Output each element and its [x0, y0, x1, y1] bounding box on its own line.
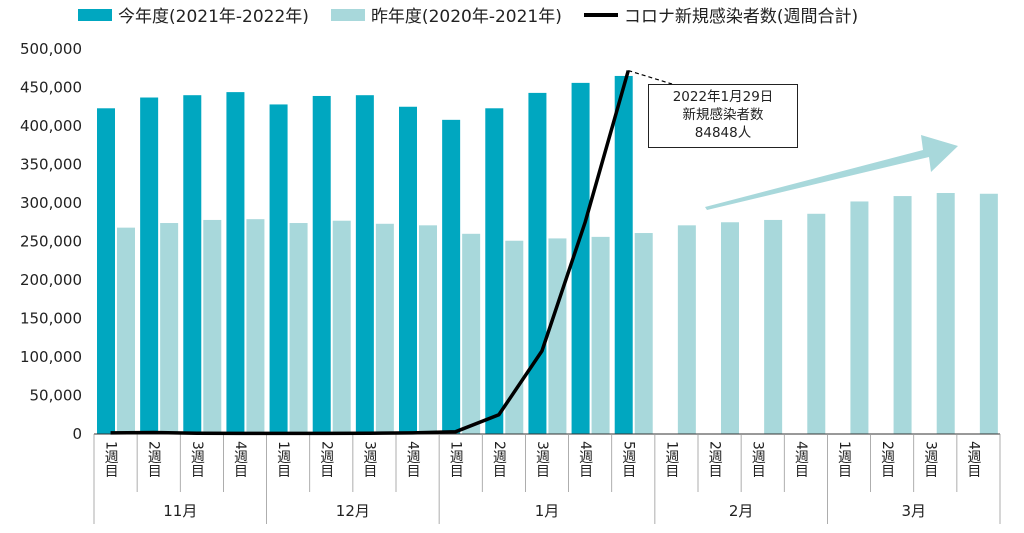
- x-tick-label: 2週目: [491, 441, 507, 478]
- month-label: 1月: [535, 502, 560, 520]
- bar-previous: [936, 192, 955, 434]
- y-tick-label: 50,000: [30, 387, 83, 405]
- bar-previous: [764, 219, 783, 434]
- x-tick-label: 3週目: [922, 441, 938, 478]
- y-tick-label: 500,000: [20, 40, 82, 58]
- x-tick-label: 2週目: [707, 441, 723, 478]
- bar-previous: [246, 219, 265, 434]
- x-tick-label: 3週目: [361, 441, 377, 478]
- bar-current: [528, 92, 547, 434]
- legend-item-cases: コロナ新規感染者数(週間合計): [583, 2, 859, 27]
- bar-current: [140, 97, 159, 434]
- bar-current: [399, 106, 417, 434]
- y-tick-label: 0: [72, 425, 82, 443]
- x-tick-label: 1週目: [275, 441, 291, 478]
- annotation-leader: [628, 69, 673, 85]
- bar-previous: [979, 193, 998, 434]
- legend-swatch-previous: [330, 8, 365, 21]
- bar-current: [97, 108, 115, 434]
- bar-previous: [548, 238, 567, 434]
- bar-current: [312, 95, 331, 434]
- legend: 今年度(2021年-2022年) 昨年度(2020年-2021年) コロナ新規感…: [78, 2, 880, 27]
- x-tick-label: 2週目: [318, 441, 334, 478]
- trend-arrow: [705, 135, 958, 210]
- bar-previous: [332, 220, 351, 434]
- annotation-date: 2022年1月29日: [672, 89, 774, 105]
- bar-previous: [505, 240, 524, 434]
- bar-previous: [591, 236, 610, 434]
- legend-item-current: 今年度(2021年-2022年): [78, 2, 309, 27]
- bar-previous: [677, 225, 696, 434]
- bar-current: [355, 95, 374, 434]
- bar-previous: [117, 227, 135, 434]
- x-tick-label: 4週目: [793, 441, 809, 478]
- month-label: 11月: [163, 502, 197, 520]
- y-tick-label: 350,000: [20, 156, 82, 174]
- bar-current: [442, 119, 461, 434]
- y-tick-label: 250,000: [20, 233, 82, 251]
- annotation-value: 84848人: [694, 125, 752, 141]
- x-tick-label: 3週目: [750, 441, 766, 478]
- bar-previous: [462, 233, 481, 434]
- bar-current: [571, 82, 590, 434]
- x-tick-label: 1週目: [448, 441, 464, 478]
- legend-swatch-current: [78, 8, 112, 21]
- y-tick-label: 400,000: [20, 117, 82, 135]
- x-tick-label: 2週目: [879, 441, 895, 478]
- bar-previous: [807, 213, 826, 434]
- bar-previous: [634, 233, 653, 434]
- month-label: 12月: [336, 502, 370, 520]
- cases-line: [110, 70, 630, 436]
- x-tick-label: 4週目: [232, 441, 248, 478]
- bar-current: [614, 75, 633, 434]
- x-tick-label: 2週目: [146, 441, 162, 478]
- y-tick-label: 450,000: [20, 79, 82, 97]
- month-label: 2月: [729, 502, 754, 520]
- x-tick-label: 4週目: [965, 441, 981, 478]
- bar-previous: [289, 223, 308, 434]
- y-tick-label: 100,000: [20, 348, 82, 366]
- annotation-title: 新規感染者数: [682, 107, 764, 123]
- bar-current: [226, 92, 245, 435]
- x-tick-label: 1週目: [103, 441, 119, 478]
- bar-previous: [850, 201, 869, 434]
- y-tick-label: 150,000: [20, 310, 82, 328]
- bar-previous: [160, 223, 179, 434]
- x-tick-label: 3週目: [189, 441, 205, 478]
- bar-previous: [893, 196, 912, 434]
- legend-item-previous: 昨年度(2020年-2021年): [330, 2, 562, 27]
- legend-label-current: 今年度(2021年-2022年): [118, 7, 309, 27]
- bar-previous: [375, 223, 394, 434]
- legend-label-cases: コロナ新規感染者数(週間合計): [623, 7, 859, 27]
- x-tick-label: 1週目: [836, 441, 852, 478]
- x-tick-label: 3週目: [534, 441, 550, 478]
- legend-swatch-cases: [583, 12, 618, 17]
- x-tick-label: 4週目: [577, 441, 593, 478]
- y-tick-label: 200,000: [20, 271, 82, 289]
- y-tick-label: 300,000: [20, 194, 82, 212]
- bar-previous: [721, 222, 739, 434]
- x-tick-label: 1週目: [663, 441, 679, 478]
- x-tick-label: 4週目: [405, 441, 421, 478]
- bar-current: [269, 104, 288, 434]
- month-label: 3月: [901, 502, 926, 520]
- bar-previous: [203, 219, 222, 434]
- annotation-callout: 2022年1月29日 新規感染者数 84848人: [648, 84, 798, 148]
- bar-previous: [419, 225, 437, 434]
- x-tick-label: 5週目: [620, 441, 636, 478]
- bar-current: [485, 108, 504, 434]
- legend-label-previous: 昨年度(2020年-2021年): [370, 7, 562, 27]
- bar-current: [183, 95, 202, 434]
